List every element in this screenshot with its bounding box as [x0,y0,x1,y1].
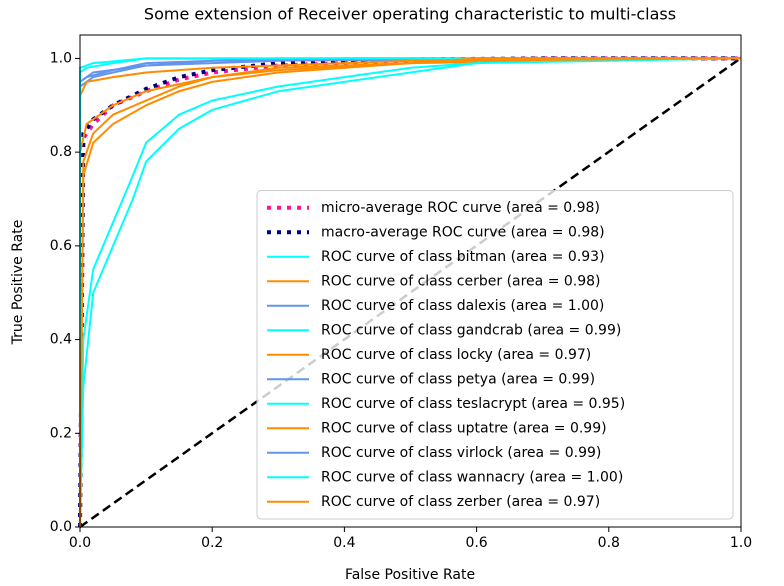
x-tick-label: 0.6 [465,535,487,551]
legend-label: ROC curve of class locky (area = 0.97) [321,347,591,363]
chart-title: Some extension of Receiver operating cha… [144,5,676,24]
x-tick-label: 0.2 [201,535,223,551]
legend-label: ROC curve of class zerber (area = 0.97) [321,494,600,510]
legend-label: ROC curve of class petya (area = 0.99) [321,371,595,387]
legend-label: macro-average ROC curve (area = 0.98) [321,224,605,240]
chance-diagonal [79,56,742,529]
legend-label: ROC curve of class virlock (area = 0.99) [321,445,601,461]
y-tick-label: 0.4 [50,332,72,348]
y-tick-label: 1.0 [50,50,72,66]
y-tick-label: 0.8 [50,144,72,160]
y-tick-label: 0.0 [50,519,72,535]
legend-box [256,190,734,520]
roc-curve [79,57,742,528]
legend-label: ROC curve of class dalexis (area = 1.00) [321,298,604,314]
roc-curve [79,57,741,528]
legend-label: ROC curve of class wannacry (area = 1.00… [321,469,623,485]
y-tick-label: 0.2 [50,425,72,441]
roc-curve [79,57,742,527]
x-axis-label: False Positive Rate [345,567,475,583]
legend-label: ROC curve of class teslacrypt (area = 0.… [321,396,625,412]
legend-label: micro-average ROC curve (area = 0.98) [321,200,600,216]
x-tick-label: 1.0 [730,535,752,551]
legend-label: ROC curve of class gandcrab (area = 0.99… [321,322,621,338]
legend-label: ROC curve of class cerber (area = 0.98) [321,273,601,289]
plot-frame [79,34,742,528]
legend-label: ROC curve of class uptatre (area = 0.99) [321,420,607,436]
y-axis-label: True Positive Rate [10,220,26,346]
x-tick-label: 0.4 [333,535,355,551]
legend-label: ROC curve of class bitman (area = 0.93) [321,249,605,265]
x-tick-label: 0.8 [598,535,620,551]
y-tick-label: 0.6 [50,238,72,254]
x-tick-label: 0.0 [69,535,91,551]
